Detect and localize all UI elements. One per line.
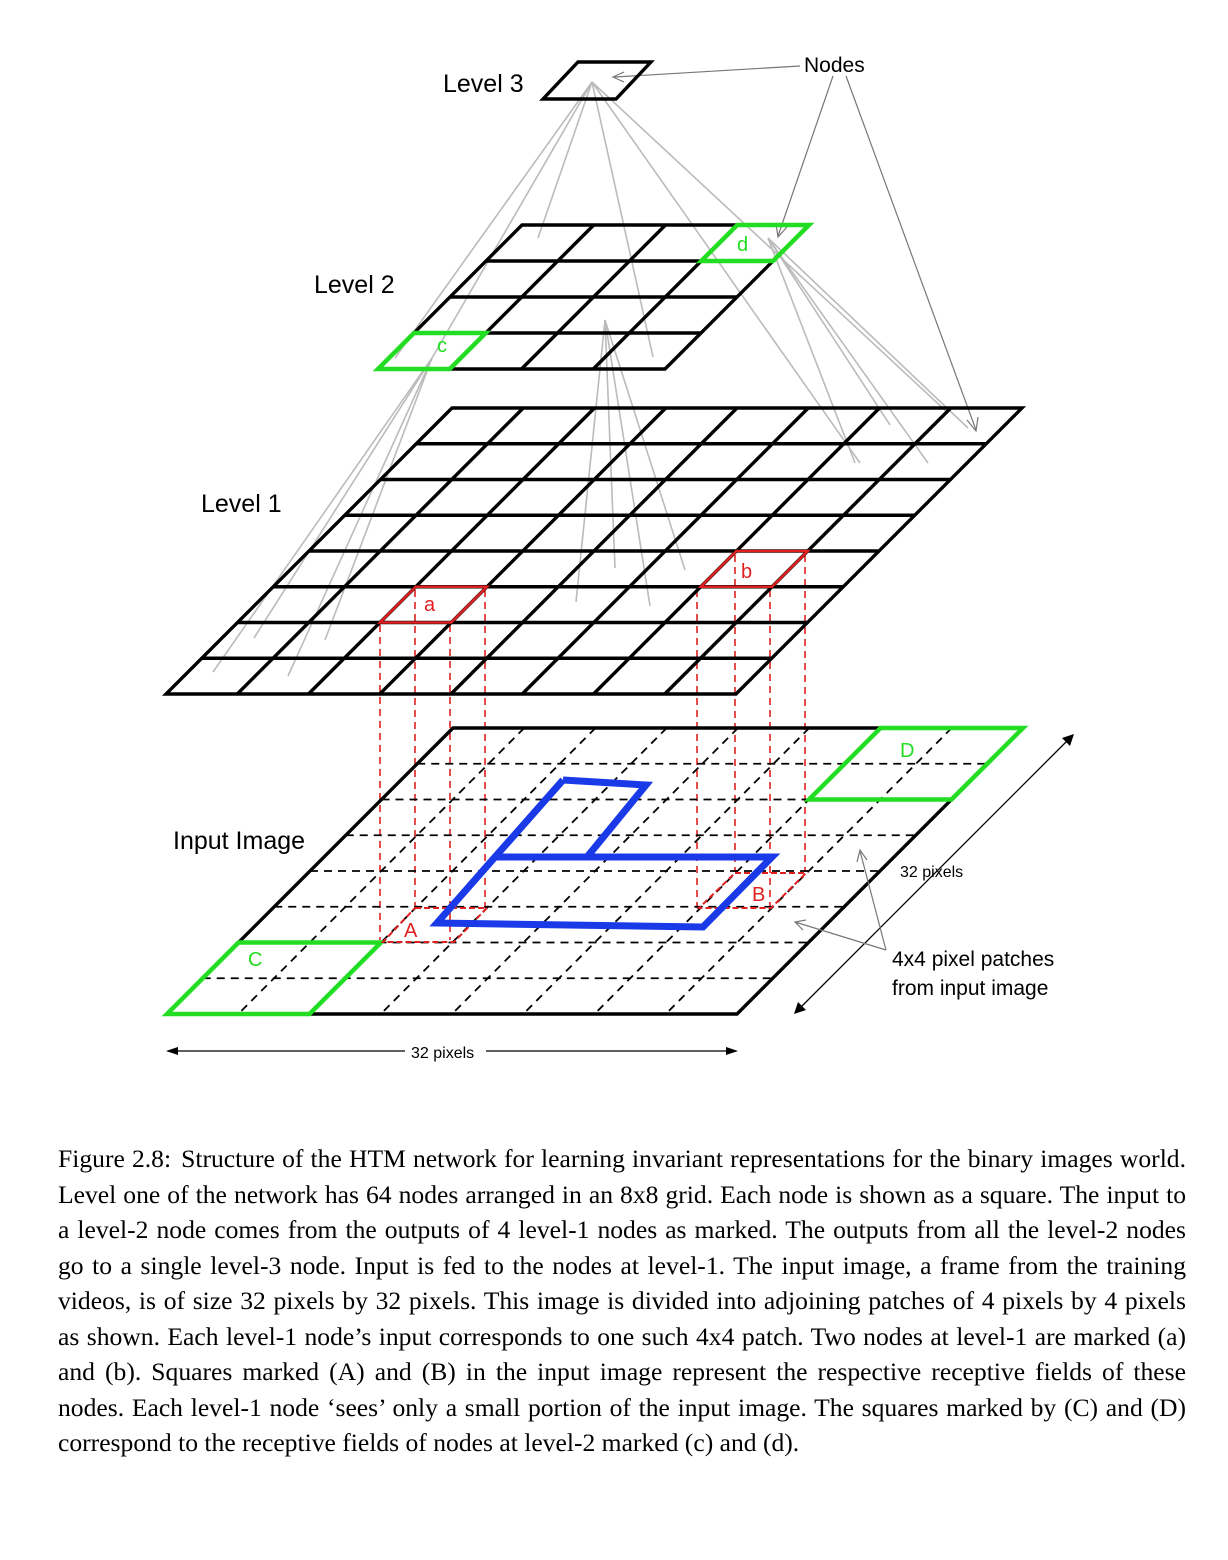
input-shape-top-stroke <box>562 776 654 860</box>
level2-connection-line <box>575 319 606 603</box>
receptive-field-D-outline <box>803 725 1029 802</box>
marker-c: c <box>437 335 447 357</box>
level2-grid-column-line <box>520 223 667 371</box>
level2-d-connection-line <box>767 237 891 426</box>
level2-c-connection-line <box>287 357 433 677</box>
dimension-right-line <box>795 735 1073 1013</box>
nodes-arrow-line <box>614 65 801 78</box>
nodes-arrow-head <box>966 416 979 433</box>
level2-c-connection-line <box>253 357 433 639</box>
level2-grid-border <box>373 223 814 371</box>
marker-b: b <box>741 561 752 583</box>
marker-a: a <box>424 594 436 616</box>
level2-c-connection-line <box>212 357 433 673</box>
figure-caption-text: Structure of the HTM network for learnin… <box>58 1144 1186 1457</box>
level2-d-connection-line <box>767 237 856 464</box>
patches-annotation-line1: 4x4 pixel patches <box>892 948 1054 971</box>
pixels-bottom-label: 32 pixels <box>411 1045 474 1062</box>
level1-grid-column-line <box>521 406 810 696</box>
patches-arrow-line <box>794 921 887 951</box>
pixels-right-label: 32 pixels <box>900 864 963 881</box>
htm-network-diagram: Level 3 Level 2 Level 1 Input Image Node… <box>161 54 1074 1062</box>
patches-arrow-head <box>856 848 868 863</box>
dimension-right-arrowhead-top <box>1062 734 1074 746</box>
dimension-bottom-arrowhead-right <box>726 1047 738 1055</box>
patches-arrow-head <box>793 919 807 931</box>
level1-label: Level 1 <box>201 490 282 518</box>
level-grids <box>161 60 1028 1016</box>
marker-d: d <box>737 234 748 256</box>
input-image-grid-border <box>162 726 1028 1016</box>
level2-node-c-outline <box>372 330 492 372</box>
level2-d-connection-line <box>767 237 929 464</box>
input-image-grid-column-line <box>522 727 810 1015</box>
nodes-arrow-head <box>611 71 625 83</box>
marker-D: D <box>900 740 914 762</box>
level3-connection-line <box>394 81 593 359</box>
marker-A: A <box>404 920 418 942</box>
input-image-grid-column-line <box>451 727 739 1015</box>
receptive-field-B-outline <box>696 872 809 909</box>
input-image-label: Input Image <box>173 827 305 855</box>
marker-B: B <box>752 884 765 906</box>
patches-arrow-line <box>859 850 887 951</box>
input-shape-bottom-stroke <box>429 777 781 931</box>
input-image-grid-column-line <box>593 727 882 1015</box>
level1-grid-border <box>161 406 1027 696</box>
level3-connection-line <box>591 81 861 464</box>
marker-C: C <box>248 949 262 971</box>
marked-nodes <box>161 222 1074 1055</box>
level1-grid-column-line <box>449 406 739 696</box>
figure-caption: Figure 2.8: Structure of the HTM network … <box>58 1141 1186 1461</box>
patches-annotation-line2: from input image <box>892 977 1048 1000</box>
receptive-field-C-outline <box>161 940 387 1017</box>
level3-grid-border <box>539 60 655 101</box>
level2-d-connection-line <box>767 237 969 429</box>
level1-node-b-outline <box>697 549 811 588</box>
level2-label: Level 2 <box>314 271 395 299</box>
receptive-field-A-outline <box>380 907 490 943</box>
figure-caption-label: Figure 2.8: <box>58 1144 172 1173</box>
nodes-arrow-head <box>775 223 788 239</box>
input-image-grid-column-line <box>665 727 953 1015</box>
receptive-field-projections <box>379 555 806 940</box>
level3-label: Level 3 <box>443 70 524 98</box>
level2-c-connection-line <box>324 357 433 641</box>
level3-connection-line <box>431 81 593 359</box>
nodes-arrow-line <box>845 75 977 431</box>
level3-connection-line <box>591 81 949 414</box>
node-connections <box>212 65 979 677</box>
nodes-annotation: Nodes <box>804 54 865 77</box>
level1-node-a-outline <box>376 585 491 624</box>
nodes-arrow-line <box>777 75 834 237</box>
level3-connection-line <box>537 81 593 239</box>
level3-connection-line <box>591 81 654 358</box>
level2-node-d-outline <box>695 222 815 264</box>
dimension-right-arrowhead-bottom <box>794 1002 806 1014</box>
dimension-bottom-arrowhead-left <box>166 1047 178 1055</box>
